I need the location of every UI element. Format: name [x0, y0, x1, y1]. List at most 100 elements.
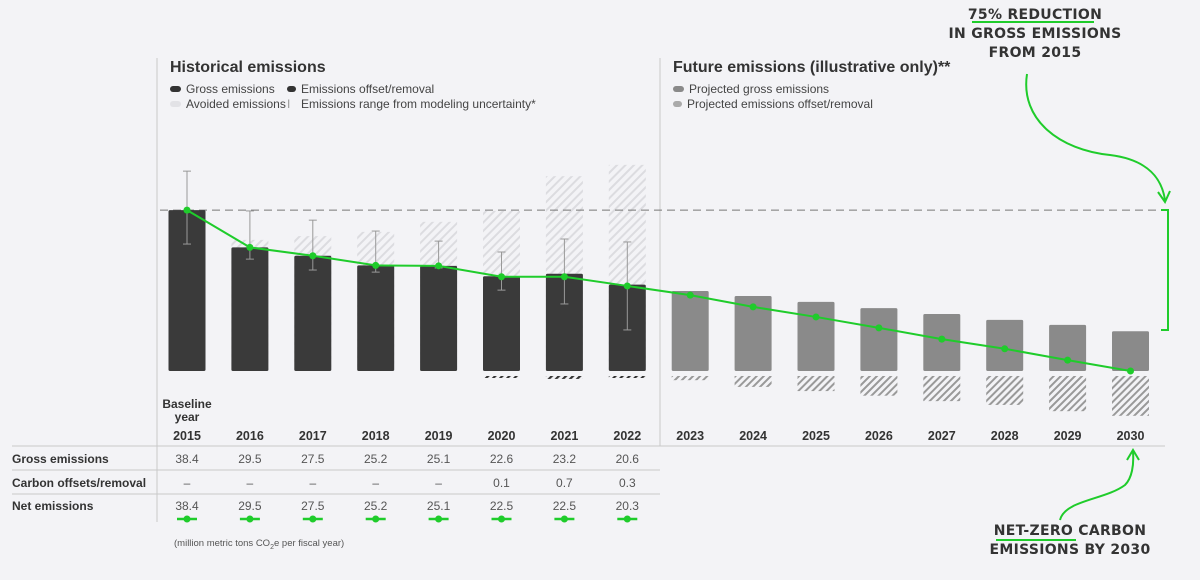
projected-gross-bar — [797, 301, 835, 371]
table-cell-net: 20.3 — [615, 499, 639, 513]
table-cell-net: 22.5 — [489, 499, 514, 513]
gross-bar — [168, 210, 206, 371]
legend-range: I Emissions range from modeling uncertain… — [287, 97, 536, 111]
annotation-line: IN GROSS EMISSIONS — [948, 26, 1122, 42]
annotation-line: EMISSIONS BY 2030 — [989, 542, 1151, 558]
year-label: 2016 — [235, 429, 264, 443]
offset-bar — [545, 376, 583, 379]
net-emissions-line — [186, 209, 1131, 372]
reduction-bracket — [1161, 209, 1169, 331]
legend-label: Projected gross emissions — [689, 82, 830, 96]
year-label: 2030 — [1116, 429, 1145, 443]
projected-offset-bar — [986, 376, 1024, 405]
unit-text: e per fiscal year) — [273, 538, 345, 549]
reduction-arrow — [1025, 73, 1166, 201]
gross-bar — [420, 265, 458, 371]
projected-gross-bar — [1112, 331, 1149, 371]
table-cell-gross: 25.1 — [426, 452, 451, 466]
table-cell-net: 25.2 — [364, 499, 388, 513]
projected-gross-bar — [860, 308, 898, 371]
net-emissions-point — [1064, 356, 1072, 364]
net-emissions-point — [749, 303, 757, 311]
year-label: 2027 — [927, 429, 956, 443]
year-label: 2023 — [676, 429, 705, 443]
future-title: Future emissions (illustrative only)** — [673, 59, 951, 76]
net-emissions-point — [812, 313, 820, 321]
annotation-line: FROM 2015 — [988, 45, 1082, 61]
net-emissions-point — [372, 261, 380, 269]
net-emissions-point — [623, 282, 631, 290]
gross-bar — [357, 265, 395, 371]
net-emissions-point — [246, 243, 254, 251]
table-cell-gross: 27.5 — [301, 452, 325, 466]
net-legend-marker-dot — [372, 515, 380, 523]
net-emissions-point — [686, 291, 694, 299]
legend-avoided: Avoided emissions — [170, 97, 286, 111]
offset-swatch — [287, 86, 296, 92]
net-legend-marker-dot — [183, 515, 191, 523]
year-label: 2018 — [361, 429, 390, 443]
legend-label: Projected emissions offset/removal — [687, 97, 873, 111]
table-cell-offsets: 0.7 — [556, 476, 573, 490]
year-label: 2015 — [173, 429, 201, 443]
table-cell-net: 27.5 — [301, 499, 325, 513]
year-label: 2025 — [802, 429, 830, 443]
net-legend-marker-dot — [435, 515, 443, 523]
table-cell-gross: 25.2 — [364, 452, 388, 466]
table-cell-offsets: – — [372, 476, 380, 490]
row-label-offsets: Carbon offsets/removal — [12, 476, 147, 490]
table-cell-offsets: 0.3 — [618, 476, 636, 490]
offset-bar — [608, 376, 646, 378]
table-cell-gross: 38.4 — [175, 452, 199, 466]
baseline-label-line: year — [174, 410, 200, 424]
table-cell-offsets: – — [183, 476, 191, 490]
legend-projected-offset: Projected emissions offset/removal — [673, 97, 873, 111]
baseline-label: Baseline year — [157, 398, 217, 424]
table-cell-offsets: 0.1 — [493, 476, 510, 490]
projected-offset-bar — [734, 376, 772, 387]
avoided-swatch — [170, 101, 181, 107]
year-label: 2020 — [487, 429, 516, 443]
error-bar-icon: I — [287, 97, 291, 111]
netzero-arrow — [1059, 451, 1135, 521]
table-cell-net: 25.1 — [426, 499, 451, 513]
net-emissions-point — [1001, 345, 1009, 353]
legend-gross: Gross emissions — [170, 82, 275, 96]
net-legend-marker-dot — [309, 515, 317, 523]
reduction-annotation: 75% REDUCTION IN GROSS EMISSIONS FROM 20… — [935, 6, 1135, 63]
year-label: 2017 — [298, 429, 327, 443]
legend-projected-gross: Projected gross emissions — [673, 82, 829, 96]
projected-gross-bar — [1049, 324, 1087, 371]
table-cell-offsets: – — [309, 476, 317, 490]
net-legend-marker-dot — [560, 515, 568, 523]
gross-bar — [294, 255, 332, 371]
baseline-label-line: Baseline — [162, 397, 212, 411]
table-cell-net: 38.4 — [175, 499, 199, 513]
projected-offset-bar — [923, 376, 961, 402]
table-cell-gross: 20.6 — [615, 452, 639, 466]
net-legend-marker-dot — [246, 515, 254, 523]
reduction-arrowhead — [1157, 190, 1171, 205]
year-label: 2024 — [739, 429, 767, 443]
projected-offset-bar — [1112, 376, 1149, 416]
net-emissions-point — [498, 273, 505, 281]
projected-offset-swatch — [673, 101, 682, 107]
projected-offset-bar — [671, 376, 709, 381]
projected-gross-bar — [671, 290, 709, 371]
legend-label: Emissions range from modeling uncertaint… — [301, 97, 536, 111]
netzero-annotation: NET-ZERO CARBON EMISSIONS BY 2030 — [970, 522, 1170, 560]
legend-label: Emissions offset/removal — [301, 82, 435, 96]
projected-offset-bar — [1049, 376, 1087, 412]
year-label: 2022 — [613, 429, 642, 443]
legend-label: Gross emissions — [186, 82, 275, 96]
table-cell-offsets: – — [435, 476, 442, 490]
annotation-line: NET-ZERO CARBON — [993, 523, 1147, 539]
projected-offset-bar — [860, 376, 898, 396]
net-emissions-point — [560, 273, 568, 281]
table-cell-gross: 22.6 — [489, 452, 514, 466]
net-legend-marker-dot — [623, 515, 631, 523]
year-label: 2026 — [864, 429, 893, 443]
year-label: 2028 — [990, 429, 1019, 443]
gross-bar — [231, 247, 269, 371]
net-emissions-point — [309, 252, 317, 260]
